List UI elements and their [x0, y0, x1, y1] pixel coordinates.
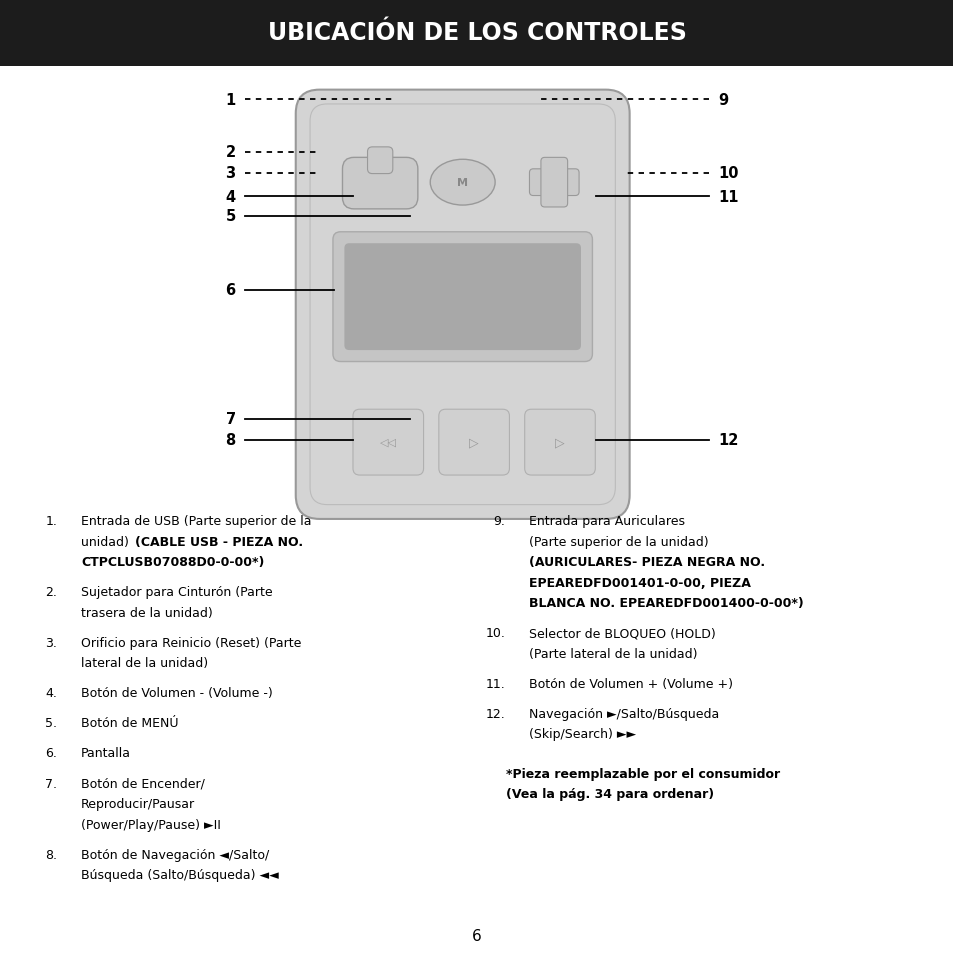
Text: Botón de Volumen - (Volume -): Botón de Volumen - (Volume -) — [81, 687, 273, 700]
Text: 5: 5 — [225, 209, 235, 224]
FancyBboxPatch shape — [438, 410, 509, 476]
Text: Sujetador para Cinturón (Parte: Sujetador para Cinturón (Parte — [81, 585, 273, 598]
Text: (Parte lateral de la unidad): (Parte lateral de la unidad) — [529, 647, 698, 660]
Text: Pantalla: Pantalla — [81, 747, 131, 760]
Text: Botón de Encender/: Botón de Encender/ — [81, 777, 205, 790]
Text: 6: 6 — [225, 283, 235, 298]
FancyBboxPatch shape — [333, 233, 592, 362]
Text: 3: 3 — [225, 166, 235, 181]
Text: Reproducir/Pausar: Reproducir/Pausar — [81, 798, 195, 810]
Text: ▷: ▷ — [555, 436, 564, 449]
Text: 7.: 7. — [45, 777, 57, 790]
Text: 12: 12 — [718, 433, 738, 448]
Text: Selector de BLOQUEO (HOLD): Selector de BLOQUEO (HOLD) — [529, 627, 716, 639]
Text: Búsqueda (Salto/Búsqueda) ◄◄: Búsqueda (Salto/Búsqueda) ◄◄ — [81, 868, 278, 882]
Text: 9: 9 — [718, 92, 728, 108]
Text: 1: 1 — [225, 92, 235, 108]
Text: 1.: 1. — [46, 515, 57, 528]
Text: 8: 8 — [225, 433, 235, 448]
Text: 9.: 9. — [494, 515, 505, 528]
Text: 3.: 3. — [46, 637, 57, 649]
Text: Orificio para Reinicio (Reset) (Parte: Orificio para Reinicio (Reset) (Parte — [81, 637, 301, 649]
FancyBboxPatch shape — [540, 158, 567, 208]
Text: (AURICULARES- PIEZA NEGRA NO.: (AURICULARES- PIEZA NEGRA NO. — [529, 556, 765, 569]
Text: 11.: 11. — [485, 678, 505, 690]
Text: unidad): unidad) — [81, 536, 132, 548]
Text: ▷: ▷ — [469, 436, 478, 449]
Text: 6.: 6. — [46, 747, 57, 760]
Text: (CABLE USB - PIEZA NO.: (CABLE USB - PIEZA NO. — [135, 536, 303, 548]
FancyBboxPatch shape — [524, 410, 595, 476]
Ellipse shape — [430, 160, 495, 206]
Text: lateral de la unidad): lateral de la unidad) — [81, 657, 208, 670]
FancyBboxPatch shape — [342, 158, 417, 210]
Text: Botón de MENÚ: Botón de MENÚ — [81, 717, 178, 730]
Text: M: M — [456, 178, 468, 188]
Text: Navegación ►/Salto/Búsqueda: Navegación ►/Salto/Búsqueda — [529, 707, 719, 720]
Text: 10: 10 — [718, 166, 738, 181]
Text: Entrada para Auriculares: Entrada para Auriculares — [529, 515, 685, 528]
FancyBboxPatch shape — [353, 410, 423, 476]
Text: Entrada de USB (Parte superior de la: Entrada de USB (Parte superior de la — [81, 515, 312, 528]
FancyBboxPatch shape — [344, 244, 580, 351]
Text: 4.: 4. — [46, 687, 57, 700]
Text: CTPCLUSB07088D0-0-00*): CTPCLUSB07088D0-0-00*) — [81, 556, 264, 569]
Text: (Parte superior de la unidad): (Parte superior de la unidad) — [529, 536, 708, 548]
Text: BLANCA NO. EPEAREDFD001400-0-00*): BLANCA NO. EPEAREDFD001400-0-00*) — [529, 597, 803, 610]
Text: (Power/Play/Pause) ►II: (Power/Play/Pause) ►II — [81, 818, 221, 831]
Text: Botón de Volumen + (Volume +): Botón de Volumen + (Volume +) — [529, 678, 733, 690]
Text: 5.: 5. — [45, 717, 57, 730]
Text: 8.: 8. — [45, 848, 57, 861]
Text: 10.: 10. — [485, 627, 505, 639]
Text: (Vea la pág. 34 para ordenar): (Vea la pág. 34 para ordenar) — [505, 788, 713, 801]
Text: trasera de la unidad): trasera de la unidad) — [81, 606, 213, 619]
Text: (Skip/Search) ►►: (Skip/Search) ►► — [529, 728, 636, 740]
Text: *Pieza reemplazable por el consumidor: *Pieza reemplazable por el consumidor — [505, 767, 779, 781]
Text: 2: 2 — [225, 145, 235, 160]
Text: EPEAREDFD001401-0-00, PIEZA: EPEAREDFD001401-0-00, PIEZA — [529, 576, 751, 589]
FancyBboxPatch shape — [367, 148, 393, 174]
Text: Botón de Navegación ◄/Salto/: Botón de Navegación ◄/Salto/ — [81, 848, 269, 861]
FancyBboxPatch shape — [529, 170, 578, 196]
Text: 7: 7 — [225, 412, 235, 427]
Text: 6: 6 — [472, 928, 481, 943]
Text: 12.: 12. — [485, 707, 505, 720]
FancyBboxPatch shape — [295, 91, 629, 519]
Text: UBICACIÓN DE LOS CONTROLES: UBICACIÓN DE LOS CONTROLES — [267, 21, 686, 46]
Text: ◁◁: ◁◁ — [379, 437, 396, 448]
Text: 11: 11 — [718, 190, 738, 205]
Text: 4: 4 — [225, 190, 235, 205]
Text: 2.: 2. — [46, 585, 57, 598]
FancyBboxPatch shape — [0, 0, 953, 67]
